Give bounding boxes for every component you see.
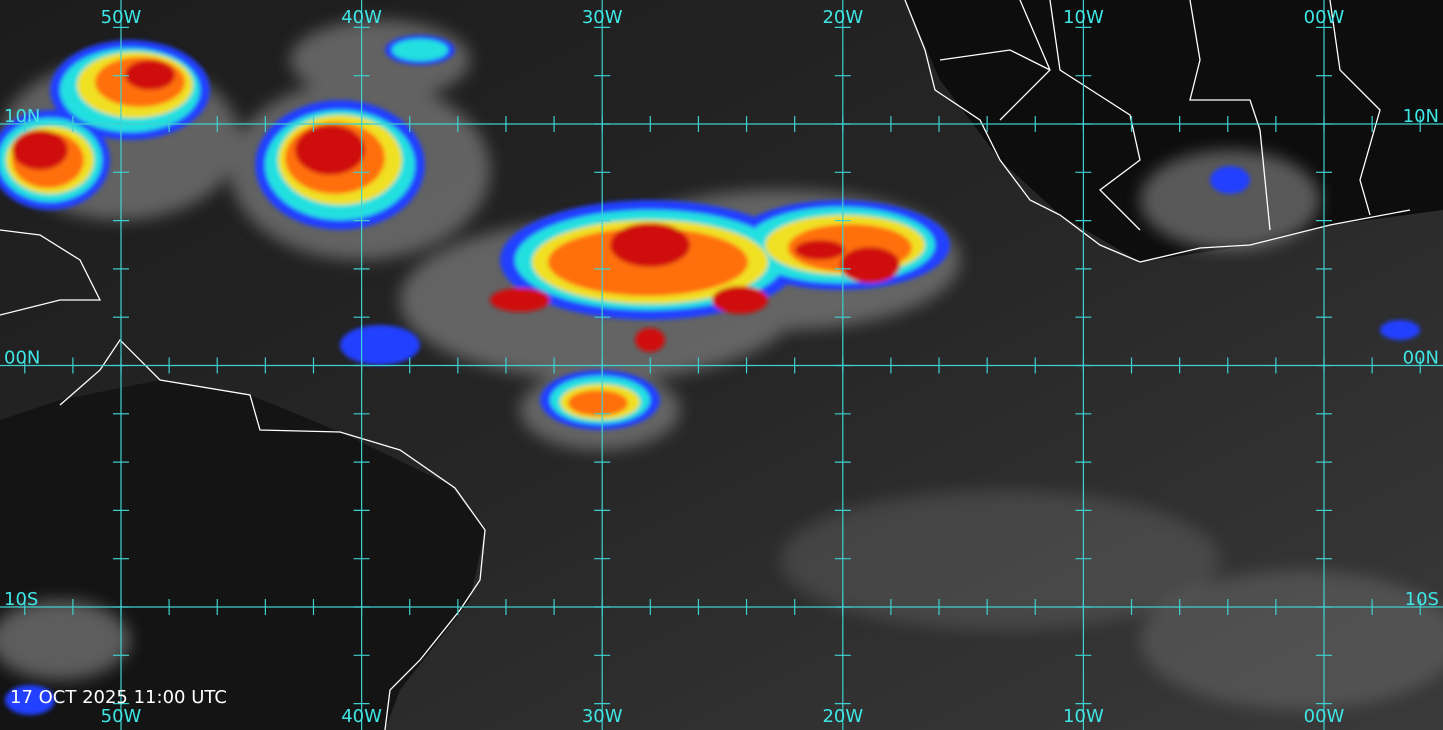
longitude-label: 00W [1304,706,1345,727]
longitude-label: 40W [341,706,382,727]
longitude-label: 50W [101,7,142,28]
latitude-label: 10S [4,589,38,610]
longitude-label: 10W [1063,7,1104,28]
longitude-label: 30W [582,706,623,727]
longitude-label: 20W [822,7,863,28]
latitude-label: 10S [1405,589,1439,610]
longitude-label: 20W [822,706,863,727]
latitude-label: 10N [1403,106,1439,127]
timestamp: 17 OCT 2025 11:00 UTC [10,687,227,708]
coastline [0,0,1411,730]
longitude-label: 50W [101,706,142,727]
longitude-label: 40W [341,7,382,28]
convection [0,35,1420,715]
latitude-label: 10N [4,106,40,127]
latitude-label: 00N [1403,348,1439,369]
latitude-label: 00N [4,348,40,369]
longitude-label: 30W [582,7,623,28]
longitude-label: 00W [1304,7,1345,28]
longitude-label: 10W [1063,706,1104,727]
